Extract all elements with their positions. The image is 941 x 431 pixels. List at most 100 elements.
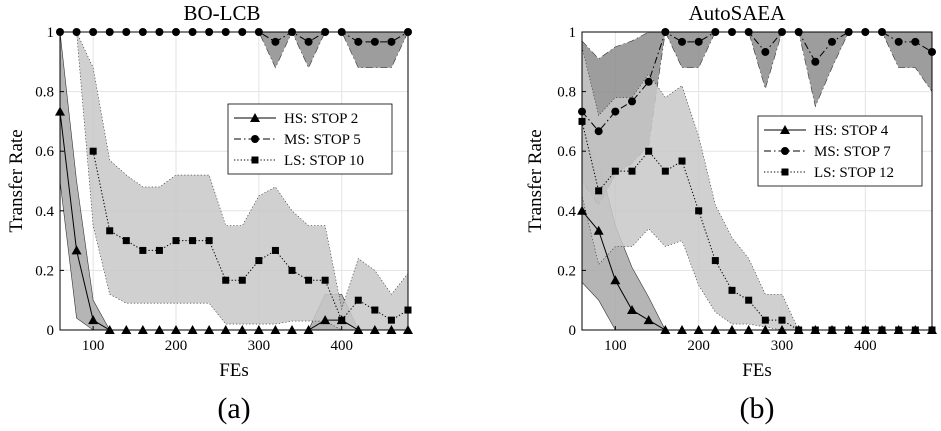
data-point (627, 305, 637, 315)
x-tick-label: 200 (687, 338, 710, 354)
data-point (644, 77, 653, 86)
legend-label: LS: STOP 12 (814, 165, 894, 181)
legend-marker (251, 135, 259, 143)
data-point (811, 57, 820, 66)
data-point (678, 157, 686, 165)
panel-caption: (a) (217, 392, 250, 425)
x-tick-label: 400 (330, 338, 353, 354)
data-point (238, 276, 246, 284)
data-point (222, 276, 230, 284)
chart-panel-a: BO-LCB 100 200 300 400 0 0.2 0.4 0.6 0.8 1 FEs Tr… (6, 1, 413, 425)
series-line-square (581, 121, 932, 331)
data-point (271, 246, 279, 254)
data-point (288, 266, 296, 274)
data-point (628, 97, 636, 106)
y-tick-label: 0.8 (557, 85, 576, 101)
x-tick-label: 100 (604, 338, 627, 354)
axis-ticks: 100 200 300 400 0 0.2 0.4 0.6 0.8 1 (35, 25, 353, 354)
data-point (611, 107, 620, 116)
y-tick-label: 0 (47, 323, 55, 339)
data-point (354, 37, 363, 46)
band-square (76, 31, 409, 331)
x-tick-label: 300 (248, 338, 271, 354)
panel-caption: (b) (740, 392, 775, 425)
y-tick-label: 0.2 (557, 263, 576, 279)
y-tick-label: 1 (569, 25, 577, 41)
data-point (761, 47, 770, 56)
legend-label: MS: STOP 7 (814, 144, 891, 160)
x-tick-label: 400 (854, 338, 877, 354)
data-point (387, 316, 395, 324)
chart-title: AutoSAEA (689, 1, 787, 25)
data-point (304, 37, 313, 46)
data-point (595, 187, 603, 195)
data-point (321, 276, 329, 284)
data-point (89, 147, 97, 155)
legend-marker (781, 168, 789, 176)
axis-ticks: 100 200 300 400 0 0.2 0.4 0.6 0.8 1 (557, 25, 876, 354)
data-point (205, 237, 213, 245)
y-tick-label: 0 (569, 323, 577, 339)
data-point (371, 306, 379, 314)
data-point (387, 37, 396, 46)
data-point (778, 316, 786, 324)
y-tick-label: 0.2 (35, 263, 54, 279)
band-circle (60, 31, 409, 69)
data-point (594, 127, 603, 136)
data-point (354, 296, 362, 304)
data-point (645, 147, 653, 155)
data-point (761, 316, 769, 324)
legend-label: MS: STOP 5 (284, 132, 361, 148)
data-point (122, 237, 130, 245)
y-axis-label: Transfer Rate (6, 129, 27, 232)
x-tick-label: 200 (165, 338, 188, 354)
data-point (71, 245, 82, 255)
data-point (611, 167, 619, 175)
data-point (271, 37, 280, 46)
y-tick-label: 0.6 (35, 144, 54, 160)
legend-marker (251, 156, 259, 164)
data-point (661, 167, 669, 175)
legend-label: HS: STOP 2 (284, 111, 358, 127)
y-tick-label: 0.8 (35, 85, 54, 101)
data-point (172, 237, 180, 245)
data-point (320, 315, 331, 325)
y-tick-label: 0.6 (557, 144, 576, 160)
data-point (894, 37, 903, 46)
data-point (610, 275, 621, 285)
confidence-bands (59, 31, 409, 331)
legend-marker (781, 147, 789, 155)
y-tick-label: 1 (47, 25, 55, 41)
data-point (305, 276, 313, 284)
chart-title: BO-LCB (183, 1, 260, 25)
plot-frame (581, 31, 933, 331)
data-point (106, 227, 114, 235)
x-tick-label: 100 (82, 338, 105, 354)
data-point (88, 315, 99, 325)
data-point (139, 246, 147, 254)
data-point (338, 316, 346, 324)
data-point (643, 315, 654, 325)
legend-label: HS: STOP 4 (814, 123, 889, 139)
data-point (678, 37, 686, 46)
data-point (695, 207, 703, 215)
data-point (628, 167, 636, 175)
x-axis-label: FEs (219, 360, 249, 381)
y-tick-label: 0.4 (35, 204, 54, 220)
data-point (155, 246, 163, 254)
data-point (189, 237, 197, 245)
legend-marker (780, 125, 790, 134)
x-axis-label: FEs (742, 360, 772, 381)
data-point (828, 37, 836, 46)
data-point (728, 286, 736, 294)
data-point (694, 37, 703, 46)
legend: HS: STOP 2 MS: STOP 5 LS: STOP 10 (227, 103, 393, 175)
data-point (255, 257, 263, 265)
data-point (370, 37, 379, 46)
data-point (911, 37, 920, 46)
y-tick-label: 0.4 (557, 204, 576, 220)
legend: HS: STOP 4 MS: STOP 7 LS: STOP 12 (757, 115, 923, 187)
data-point (711, 257, 719, 265)
